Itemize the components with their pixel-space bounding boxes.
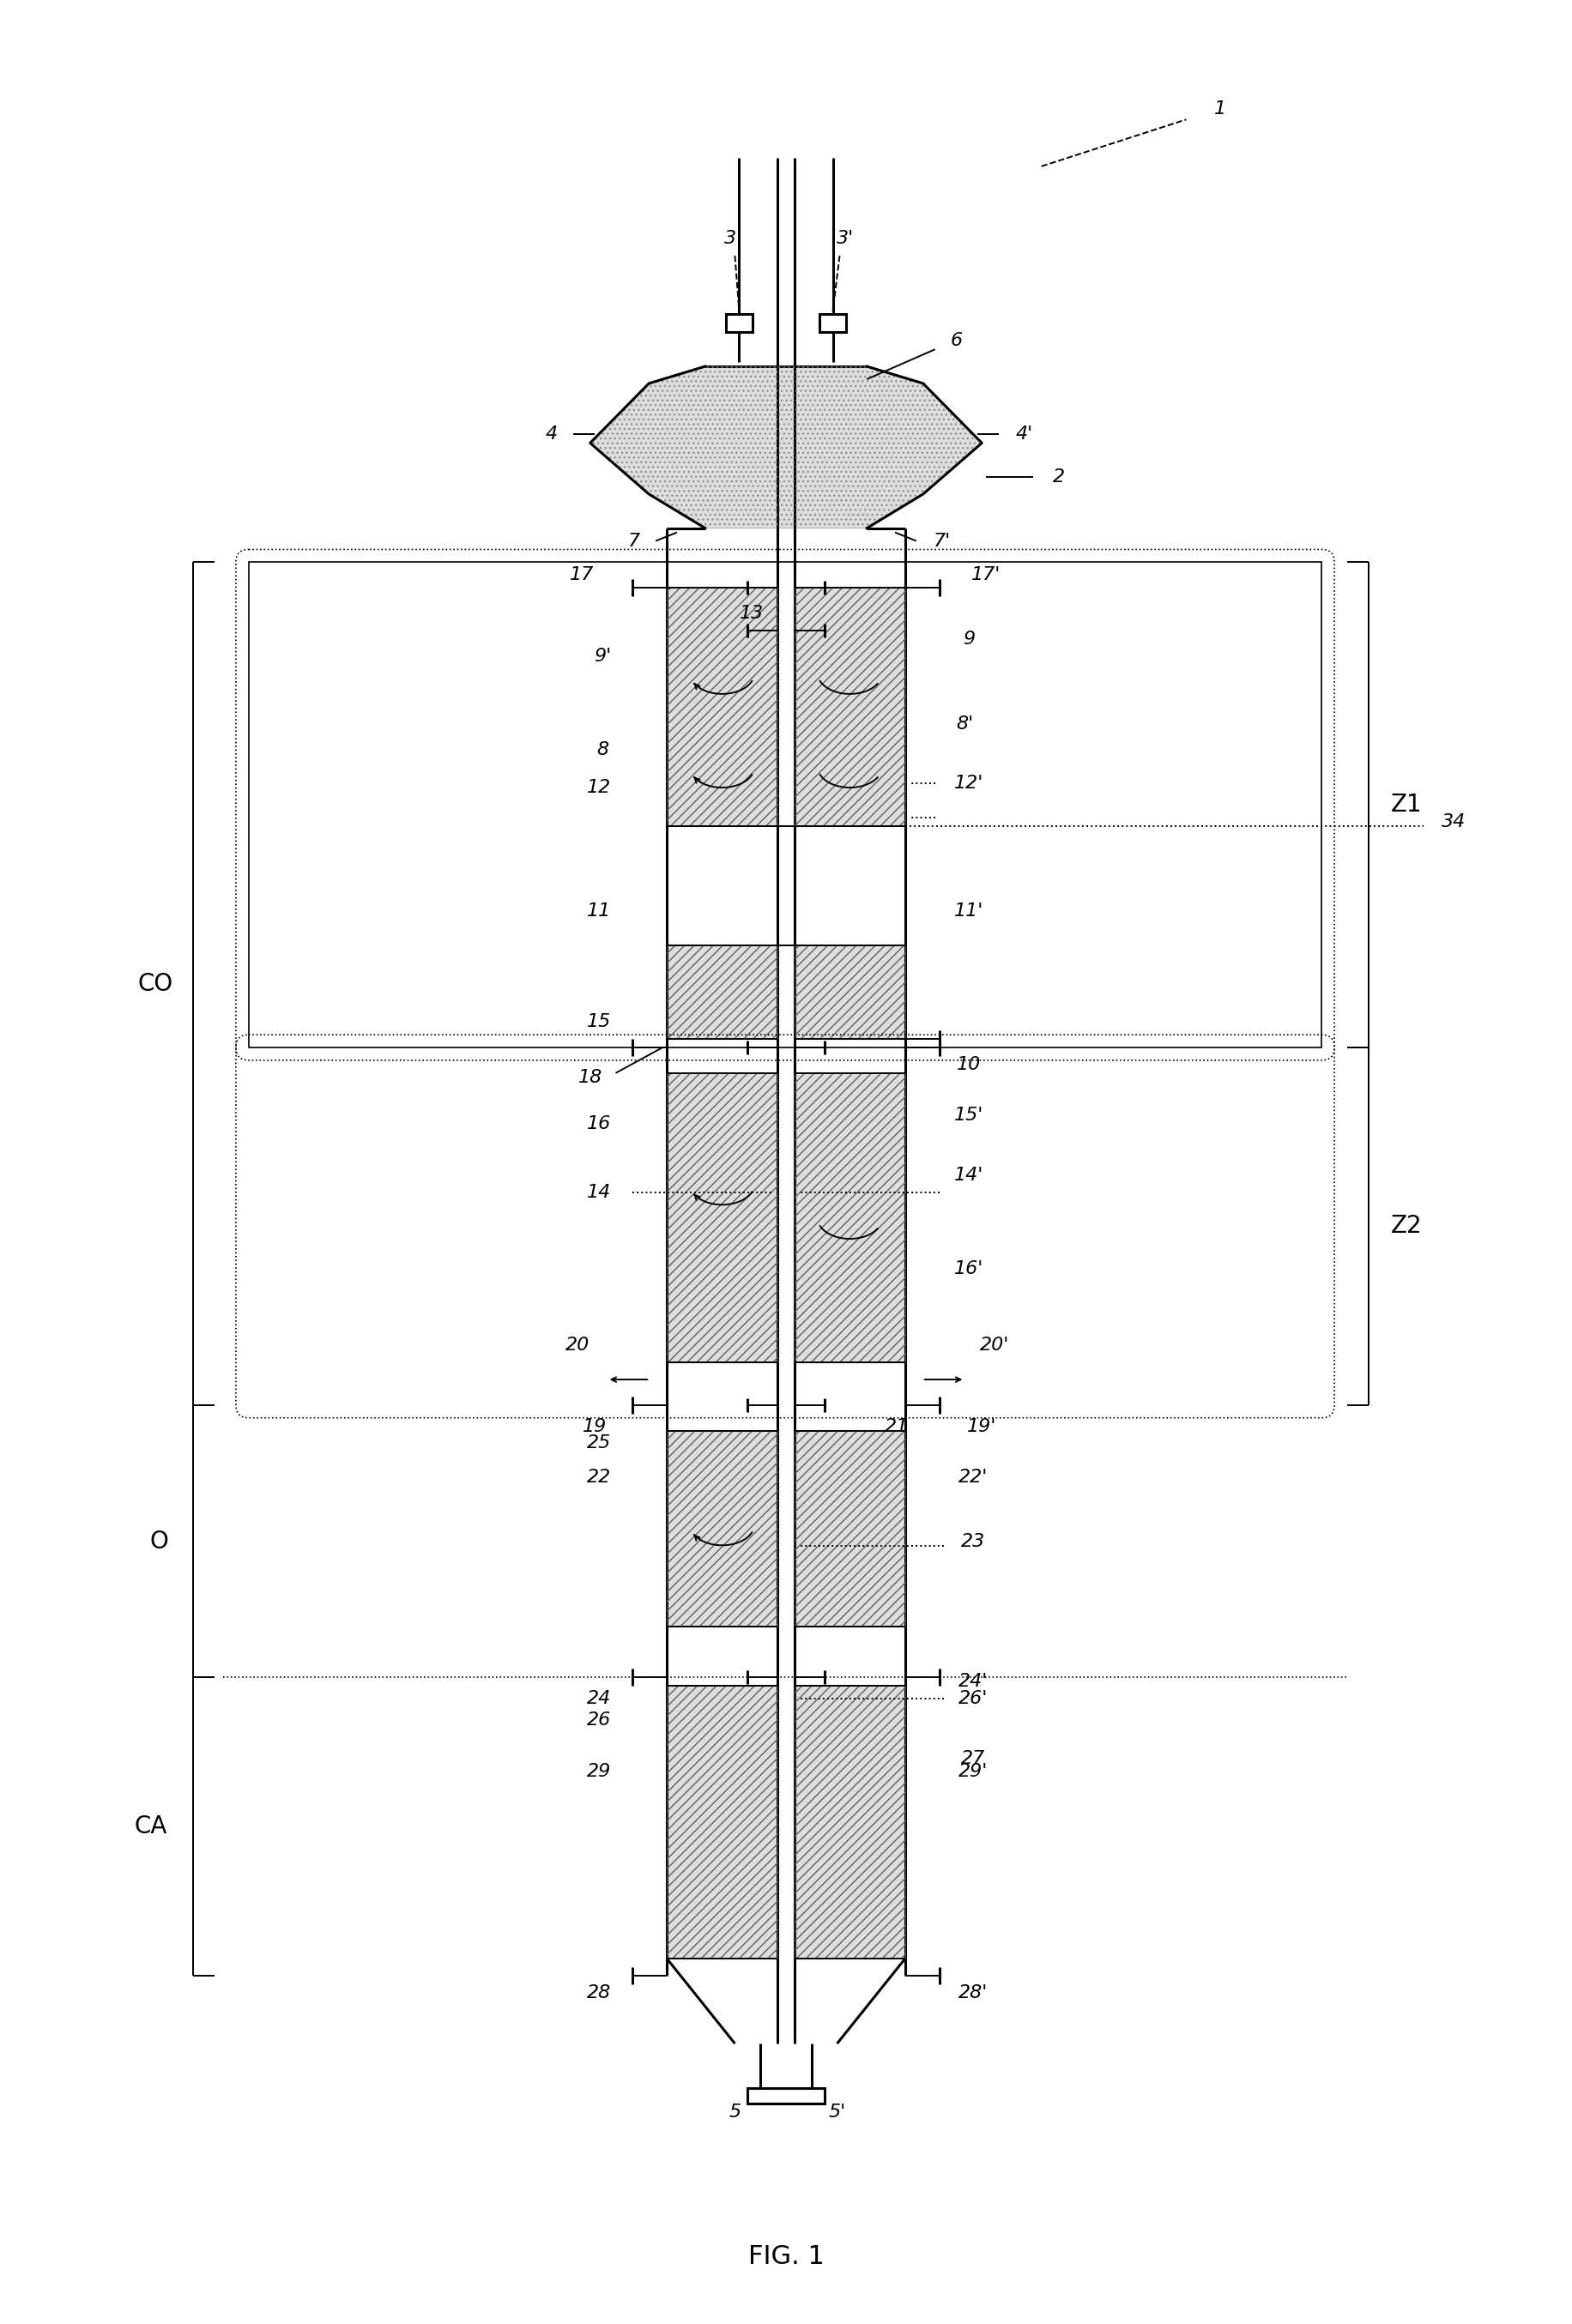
Text: 18: 18 <box>578 1069 602 1085</box>
Text: 12': 12' <box>954 774 984 792</box>
Text: 26: 26 <box>586 1710 612 1729</box>
Text: 22: 22 <box>586 1469 612 1485</box>
Bar <box>748 2087 824 2103</box>
Text: 27: 27 <box>960 1750 986 1766</box>
Text: 29: 29 <box>586 1762 612 1780</box>
Polygon shape <box>667 1074 778 1362</box>
Text: 19': 19' <box>967 1418 997 1434</box>
Text: 13: 13 <box>740 604 764 623</box>
Polygon shape <box>794 946 905 1039</box>
Bar <box>726 314 753 332</box>
Text: 15': 15' <box>954 1106 984 1125</box>
Text: 5: 5 <box>729 2103 740 2119</box>
Polygon shape <box>667 1432 778 1627</box>
Text: 4: 4 <box>545 425 558 444</box>
Text: Z1: Z1 <box>1391 792 1423 816</box>
Text: 28': 28' <box>959 1985 989 2001</box>
Text: 34: 34 <box>1442 813 1465 830</box>
Text: 14': 14' <box>954 1167 984 1183</box>
Text: 12: 12 <box>586 779 612 797</box>
Text: 22': 22' <box>959 1469 989 1485</box>
Text: 17: 17 <box>569 567 594 583</box>
Bar <box>819 314 846 332</box>
Text: 9: 9 <box>964 630 975 648</box>
Text: FIG. 1: FIG. 1 <box>748 2245 824 2268</box>
Text: CO: CO <box>137 971 173 995</box>
Text: 23: 23 <box>960 1534 986 1550</box>
Text: 15: 15 <box>586 1013 612 1030</box>
Text: 24: 24 <box>586 1690 612 1708</box>
Text: 7': 7' <box>934 532 951 548</box>
Polygon shape <box>794 1432 905 1627</box>
Text: 16: 16 <box>586 1116 612 1132</box>
Text: 2: 2 <box>1052 469 1064 486</box>
Polygon shape <box>667 588 778 825</box>
Polygon shape <box>794 1074 905 1362</box>
Text: CA: CA <box>134 1815 167 1838</box>
Text: 4': 4' <box>1016 425 1033 444</box>
Text: 16': 16' <box>954 1260 984 1278</box>
Text: O: O <box>149 1529 168 1552</box>
Text: 11: 11 <box>586 902 612 920</box>
Text: 11': 11' <box>954 902 984 920</box>
Text: 8': 8' <box>956 716 973 732</box>
Text: 1: 1 <box>1214 100 1226 119</box>
Text: 20: 20 <box>566 1336 590 1355</box>
Text: 26': 26' <box>959 1690 989 1708</box>
Text: 3': 3' <box>836 230 854 246</box>
Text: 10: 10 <box>957 1055 981 1074</box>
Text: 25: 25 <box>586 1434 612 1452</box>
Text: 21: 21 <box>885 1418 909 1434</box>
Text: 5': 5' <box>828 2103 846 2119</box>
Text: 29': 29' <box>959 1762 989 1780</box>
Text: 3: 3 <box>725 230 737 246</box>
Text: 14: 14 <box>586 1183 612 1202</box>
Polygon shape <box>667 946 778 1039</box>
Polygon shape <box>667 1685 778 1959</box>
Text: 17': 17' <box>971 567 1001 583</box>
Text: 20': 20' <box>979 1336 1009 1355</box>
Text: 8: 8 <box>597 741 608 758</box>
Text: 6: 6 <box>949 332 962 349</box>
Polygon shape <box>590 367 982 528</box>
Text: 7: 7 <box>629 532 640 548</box>
Text: 9': 9' <box>594 648 612 665</box>
Text: 19: 19 <box>582 1418 607 1434</box>
Polygon shape <box>794 588 905 825</box>
Text: 24': 24' <box>959 1673 989 1690</box>
Bar <box>248 562 1322 1048</box>
Text: Z2: Z2 <box>1391 1213 1423 1239</box>
Polygon shape <box>794 1685 905 1959</box>
Text: 28: 28 <box>586 1985 612 2001</box>
